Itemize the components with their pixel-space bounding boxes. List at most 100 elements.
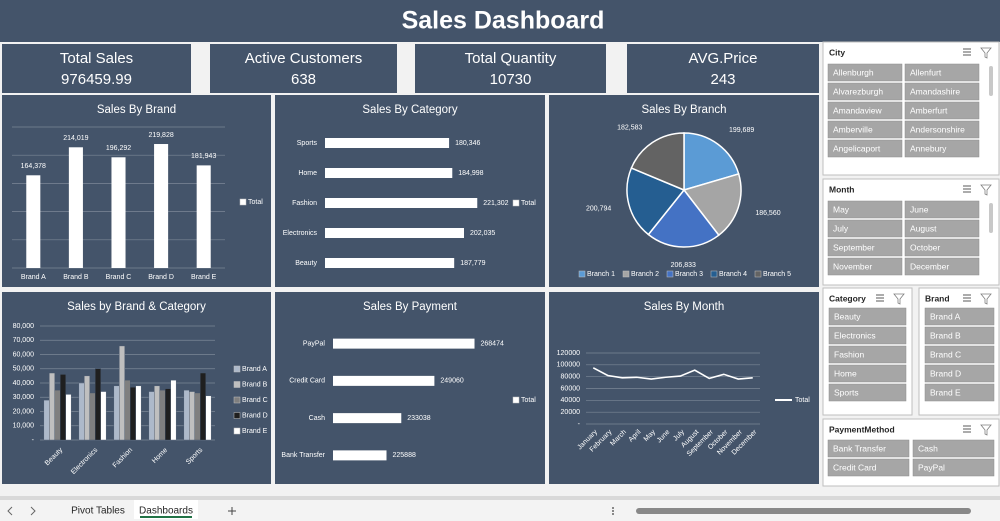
slicer-item-label[interactable]: Annebury (910, 143, 947, 153)
chart-panel (549, 292, 819, 484)
prev-sheet-arrow[interactable] (7, 506, 13, 516)
slicer-item[interactable] (827, 120, 903, 139)
sheet-tab[interactable]: Dashboards (139, 506, 193, 517)
sheet-tab[interactable]: Pivot Tables (71, 506, 125, 517)
slicer-item[interactable] (904, 120, 980, 139)
bar (183, 389, 190, 441)
slicer-item[interactable] (904, 101, 980, 120)
y-tick-label: 100000 (557, 362, 580, 369)
horizontal-scrollbar[interactable] (636, 508, 971, 514)
slicer-item[interactable] (904, 257, 980, 276)
slicer-item[interactable] (827, 139, 903, 158)
slicer-item-label[interactable]: July (833, 223, 849, 233)
slicer-item-label[interactable]: Credit Card (833, 462, 877, 472)
slicer-item-label[interactable]: Brand C (930, 349, 961, 359)
slicer-item[interactable] (827, 219, 903, 238)
slicer-item-label[interactable]: Allenfurt (910, 67, 942, 77)
slicer-item[interactable] (827, 257, 903, 276)
multi-select-icon[interactable] (963, 425, 971, 433)
slicer-item-label[interactable]: Beauty (834, 311, 861, 321)
slicer-item-label[interactable]: Amandaview (833, 105, 883, 115)
slicer-item-label[interactable]: PayPal (918, 462, 945, 472)
slicer-item-label[interactable]: Brand B (930, 330, 961, 340)
legend-marker (233, 427, 241, 435)
y-category-label: Beauty (295, 260, 317, 267)
multi-select-icon[interactable] (963, 294, 971, 302)
slicer-item[interactable] (827, 439, 910, 458)
multi-select-icon[interactable] (963, 48, 971, 56)
slicer-item[interactable] (924, 383, 995, 402)
bar (95, 368, 101, 441)
bar (100, 391, 107, 441)
clear-filter-icon[interactable] (980, 184, 992, 196)
multi-select-icon[interactable] (876, 294, 884, 302)
slicer-item[interactable] (904, 82, 980, 101)
slicer-item-label[interactable]: October (910, 242, 940, 252)
slicer-item[interactable] (924, 307, 995, 326)
legend-label: Total (248, 199, 263, 206)
slicer-item[interactable] (912, 439, 995, 458)
y-category-label: Electronics (283, 230, 318, 237)
bar (78, 382, 85, 441)
slicer-item[interactable] (827, 238, 903, 257)
multi-select-icon[interactable] (963, 185, 971, 193)
slicer-item-label[interactable]: August (910, 223, 937, 233)
slicer-item-label[interactable]: Angelicaport (833, 143, 881, 153)
slicer-item-label[interactable]: Allenburgh (833, 67, 874, 77)
x-tick-label: Brand A (21, 274, 46, 281)
slicer-item-label[interactable]: Brand E (930, 387, 961, 397)
slicer-item-label[interactable]: Electronics (834, 330, 876, 340)
slicer-item[interactable] (904, 238, 980, 257)
slicer-item-label[interactable]: September (833, 242, 875, 252)
slicer-item[interactable] (828, 345, 907, 364)
clear-filter-icon[interactable] (893, 293, 905, 305)
slicer-item-label[interactable]: Home (834, 368, 857, 378)
slicer-item-label[interactable]: Cash (918, 443, 938, 453)
legend-marker (710, 270, 718, 278)
slicer-item[interactable] (912, 458, 995, 477)
legend-label: Total (521, 397, 536, 404)
slicer-item[interactable] (904, 219, 980, 238)
slicer-item[interactable] (827, 63, 903, 82)
slicer-item-label[interactable]: Fashion (834, 349, 865, 359)
slicer-item[interactable] (924, 345, 995, 364)
kpi-label: AVG.Price (689, 50, 758, 67)
slicer-item-label[interactable]: November (833, 261, 872, 271)
slicer-item-label[interactable]: Alvarezburgh (833, 86, 883, 96)
slicer-item-label[interactable]: Andersonshire (910, 124, 965, 134)
legend-label: Brand E (242, 428, 268, 435)
x-tick-label: Brand D (148, 274, 174, 281)
slicer-item-label[interactable]: Bank Transfer (833, 443, 886, 453)
slicer-item-label[interactable]: May (833, 204, 850, 214)
slicer-item-label[interactable]: December (910, 261, 949, 271)
slicer-item-label[interactable]: Brand A (930, 311, 961, 321)
chart-panel (2, 95, 271, 287)
slicer-item-label[interactable]: Amberfurt (910, 105, 948, 115)
clear-filter-icon[interactable] (980, 293, 992, 305)
slicer-item-label[interactable]: Amberville (833, 124, 873, 134)
slicer-item[interactable] (827, 458, 910, 477)
add-sheet-button[interactable] (228, 507, 236, 515)
slicer-item[interactable] (828, 364, 907, 383)
slicer-item[interactable] (924, 364, 995, 383)
y-tick-label: 20,000 (13, 408, 35, 415)
slicer-item[interactable] (827, 82, 903, 101)
next-sheet-arrow[interactable] (30, 506, 36, 516)
slicer-item-label[interactable]: Brand D (930, 368, 961, 378)
slicer-item-label[interactable]: Sports (834, 387, 859, 397)
slicer-item[interactable] (904, 63, 980, 82)
slicer-item[interactable] (904, 139, 980, 158)
clear-filter-icon[interactable] (980, 424, 992, 436)
slicer-item[interactable] (827, 101, 903, 120)
slicer-item[interactable] (828, 307, 907, 326)
slicer-item-label[interactable]: June (910, 204, 929, 214)
slicer-item[interactable] (904, 200, 980, 219)
slicer-item[interactable] (828, 326, 907, 345)
active-tab[interactable] (134, 500, 198, 519)
bar (325, 198, 478, 208)
clear-filter-icon[interactable] (980, 47, 992, 59)
slicer-item[interactable] (924, 326, 995, 345)
slicer-item[interactable] (827, 200, 903, 219)
slicer-item-label[interactable]: Amandashire (910, 86, 960, 96)
slicer-item[interactable] (828, 383, 907, 402)
